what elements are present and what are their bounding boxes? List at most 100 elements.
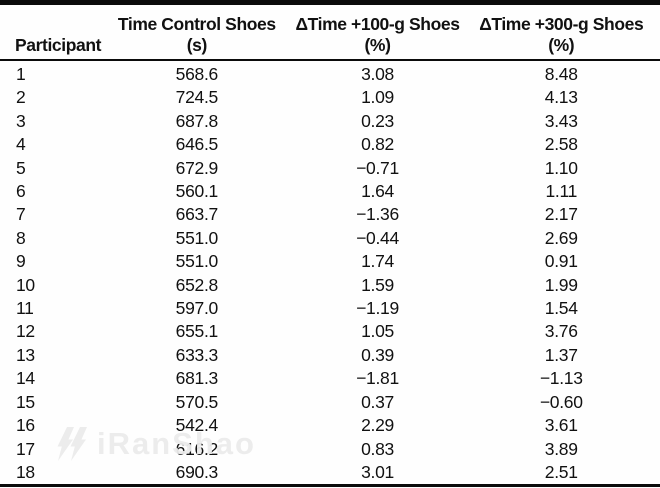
dtime-300g-cell: −0.60 [539, 391, 583, 412]
table-row: 17 616.2 0.83 3.89 [0, 438, 660, 461]
dtime-300g-cell: 1.10 [544, 157, 578, 178]
dtime-100g-cell: 3.08 [361, 64, 394, 84]
dtime-300g-cell: 0.91 [544, 251, 578, 272]
control-time-cell: 551.0 [175, 227, 219, 248]
table-row: 11 597.0 −1.19 1.54 [0, 297, 660, 320]
control-time-cell: 570.5 [175, 391, 219, 412]
dtime-100g-cell: 1.09 [361, 87, 394, 108]
column-header-label: Participant [15, 35, 102, 55]
column-header-unit: (%) [548, 35, 575, 55]
dtime-100g-cell: 1.74 [361, 251, 394, 272]
control-time-cell: 681.3 [175, 368, 219, 389]
column-header-label: ΔTime +300-g Shoes [479, 14, 644, 34]
table-row: 4 646.5 0.82 2.58 [0, 133, 660, 156]
control-time-cell: 724.5 [175, 87, 219, 108]
dtime-100g-cell: −0.44 [356, 227, 399, 248]
dtime-100g-cell: −0.71 [356, 157, 399, 178]
dtime-100g-cell: 2.29 [361, 415, 394, 436]
table-row: 2 724.5 1.09 4.13 [0, 86, 660, 109]
control-time-cell: 655.1 [175, 321, 219, 342]
participant-id-cell: 4 [16, 134, 26, 155]
table-row: 18 690.3 3.01 2.51 [0, 461, 660, 486]
dtime-100g-cell: 1.59 [361, 274, 394, 295]
dtime-100g-cell: 0.82 [361, 134, 394, 155]
participant-id-cell: 14 [16, 368, 35, 389]
dtime-100g-cell: −1.81 [356, 368, 399, 389]
table-row: 3 687.8 0.23 3.43 [0, 110, 660, 133]
column-header-unit: (%) [364, 35, 391, 55]
dtime-300g-cell: 1.11 [545, 181, 578, 202]
table-row: 16 542.4 2.29 3.61 [0, 414, 660, 437]
participant-id-cell: 16 [16, 415, 35, 436]
participant-id-cell: 8 [16, 227, 26, 248]
dtime-300g-cell: 3.76 [544, 321, 578, 342]
dtime-300g-cell: 1.99 [544, 274, 578, 295]
table-header: Participant Time Control Shoes (s) ΔTime… [0, 2, 660, 61]
participant-id-cell: 10 [16, 274, 35, 295]
dtime-300g-cell: 3.89 [544, 438, 578, 459]
dtime-100g-cell: −1.19 [356, 298, 399, 319]
participant-id-cell: 2 [16, 87, 26, 108]
table-row: 9 551.0 1.74 0.91 [0, 250, 660, 273]
column-header-label: Time Control Shoes [117, 14, 276, 34]
table-row: 5 672.9 −0.71 1.10 [0, 157, 660, 180]
participant-id-cell: 5 [16, 157, 26, 178]
dtime-300g-cell: 8.48 [544, 64, 578, 84]
table-row: 14 681.3 −1.81 −1.13 [0, 367, 660, 390]
control-time-cell: 568.6 [175, 64, 219, 84]
control-time-cell: 542.4 [175, 415, 219, 436]
control-time-cell: 690.3 [175, 461, 219, 482]
column-header-label: ΔTime +100-g Shoes [295, 14, 460, 34]
control-time-cell: 633.3 [175, 344, 219, 365]
column-header-dtime-100g: ΔTime +100-g Shoes (%) [292, 2, 463, 61]
dtime-100g-cell: 3.01 [361, 461, 394, 482]
table-row: 6 560.1 1.64 1.11 [0, 180, 660, 203]
participant-id-cell: 18 [16, 461, 35, 482]
control-time-cell: 616.2 [175, 438, 219, 459]
dtime-300g-cell: 2.51 [544, 461, 578, 482]
control-time-cell: 560.1 [175, 181, 219, 202]
table-row: 7 663.7 −1.36 2.17 [0, 203, 660, 226]
participant-id-cell: 17 [16, 438, 35, 459]
control-time-cell: 672.9 [175, 157, 219, 178]
dtime-100g-cell: 1.05 [361, 321, 394, 342]
dtime-300g-cell: 3.61 [544, 415, 578, 436]
control-time-cell: 646.5 [175, 134, 219, 155]
dtime-300g-cell: −1.13 [539, 368, 583, 389]
control-time-cell: 663.7 [175, 204, 219, 225]
dtime-300g-cell: 4.13 [544, 87, 578, 108]
participant-id-cell: 15 [16, 391, 35, 412]
dtime-100g-cell: 0.23 [361, 110, 394, 131]
dtime-100g-cell: 0.83 [361, 438, 394, 459]
table-row: 8 551.0 −0.44 2.69 [0, 227, 660, 250]
control-time-cell: 551.0 [175, 251, 219, 272]
column-header-participant: Participant [0, 2, 102, 61]
column-header-unit: (s) [186, 35, 208, 55]
participant-id-cell: 12 [16, 321, 35, 342]
control-time-cell: 597.0 [175, 298, 219, 319]
dtime-100g-cell: −1.36 [356, 204, 399, 225]
dtime-300g-cell: 1.54 [544, 298, 578, 319]
participant-id-cell: 7 [16, 204, 26, 225]
participant-id-cell: 6 [16, 181, 26, 202]
table-row: 1 568.6 3.08 8.48 [0, 60, 660, 86]
dtime-300g-cell: 2.69 [544, 227, 578, 248]
dtime-300g-cell: 2.58 [544, 134, 578, 155]
control-time-cell: 652.8 [175, 274, 219, 295]
table-row: 10 652.8 1.59 1.99 [0, 274, 660, 297]
participant-id-cell: 1 [16, 64, 26, 84]
dtime-100g-cell: 0.37 [361, 391, 394, 412]
dtime-300g-cell: 1.37 [544, 344, 578, 365]
table-row: 13 633.3 0.39 1.37 [0, 344, 660, 367]
dtime-100g-cell: 0.39 [361, 344, 394, 365]
column-header-dtime-300g: ΔTime +300-g Shoes (%) [462, 2, 660, 61]
dtime-300g-cell: 2.17 [544, 204, 578, 225]
table-body: 1 568.6 3.08 8.48 2 724.5 1.09 4.13 3 68… [0, 60, 660, 486]
participant-id-cell: 3 [16, 110, 26, 131]
dtime-300g-cell: 3.43 [544, 110, 578, 131]
table-row: 15 570.5 0.37 −0.60 [0, 391, 660, 414]
participant-id-cell: 13 [16, 344, 35, 365]
participant-id-cell: 11 [16, 298, 34, 319]
